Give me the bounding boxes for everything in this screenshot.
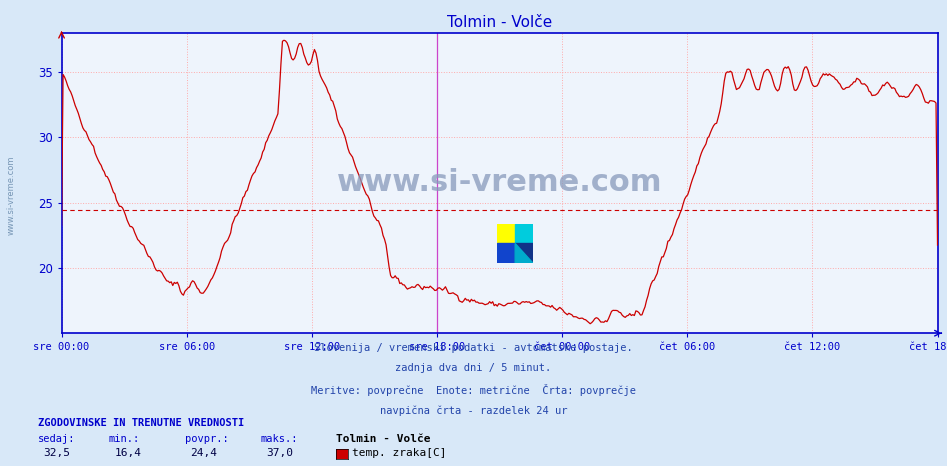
Text: navpična črta - razdelek 24 ur: navpična črta - razdelek 24 ur <box>380 405 567 416</box>
Text: Tolmin - Volče: Tolmin - Volče <box>336 434 431 444</box>
Text: 32,5: 32,5 <box>44 448 71 458</box>
Text: ZGODOVINSKE IN TRENUTNE VREDNOSTI: ZGODOVINSKE IN TRENUTNE VREDNOSTI <box>38 418 244 428</box>
Title: Tolmin - Volče: Tolmin - Volče <box>447 15 552 30</box>
Text: povpr.:: povpr.: <box>185 434 228 444</box>
Text: min.:: min.: <box>109 434 140 444</box>
Text: www.si-vreme.com: www.si-vreme.com <box>7 156 16 235</box>
Text: 16,4: 16,4 <box>115 448 142 458</box>
Text: sedaj:: sedaj: <box>38 434 76 444</box>
Text: temp. zraka[C]: temp. zraka[C] <box>352 448 447 458</box>
Polygon shape <box>515 243 533 263</box>
Bar <box>497 243 515 263</box>
Text: www.si-vreme.com: www.si-vreme.com <box>337 168 662 198</box>
Bar <box>515 224 533 243</box>
Text: 37,0: 37,0 <box>266 448 294 458</box>
Text: Slovenija / vremenski podatki - avtomatske postaje.: Slovenija / vremenski podatki - avtomats… <box>314 343 633 352</box>
Text: 24,4: 24,4 <box>190 448 218 458</box>
Bar <box>497 224 515 243</box>
Polygon shape <box>515 243 533 263</box>
Text: Meritve: povprečne  Enote: metrične  Črta: povprečje: Meritve: povprečne Enote: metrične Črta:… <box>311 384 636 397</box>
Text: zadnja dva dni / 5 minut.: zadnja dva dni / 5 minut. <box>396 363 551 373</box>
Text: maks.:: maks.: <box>260 434 298 444</box>
